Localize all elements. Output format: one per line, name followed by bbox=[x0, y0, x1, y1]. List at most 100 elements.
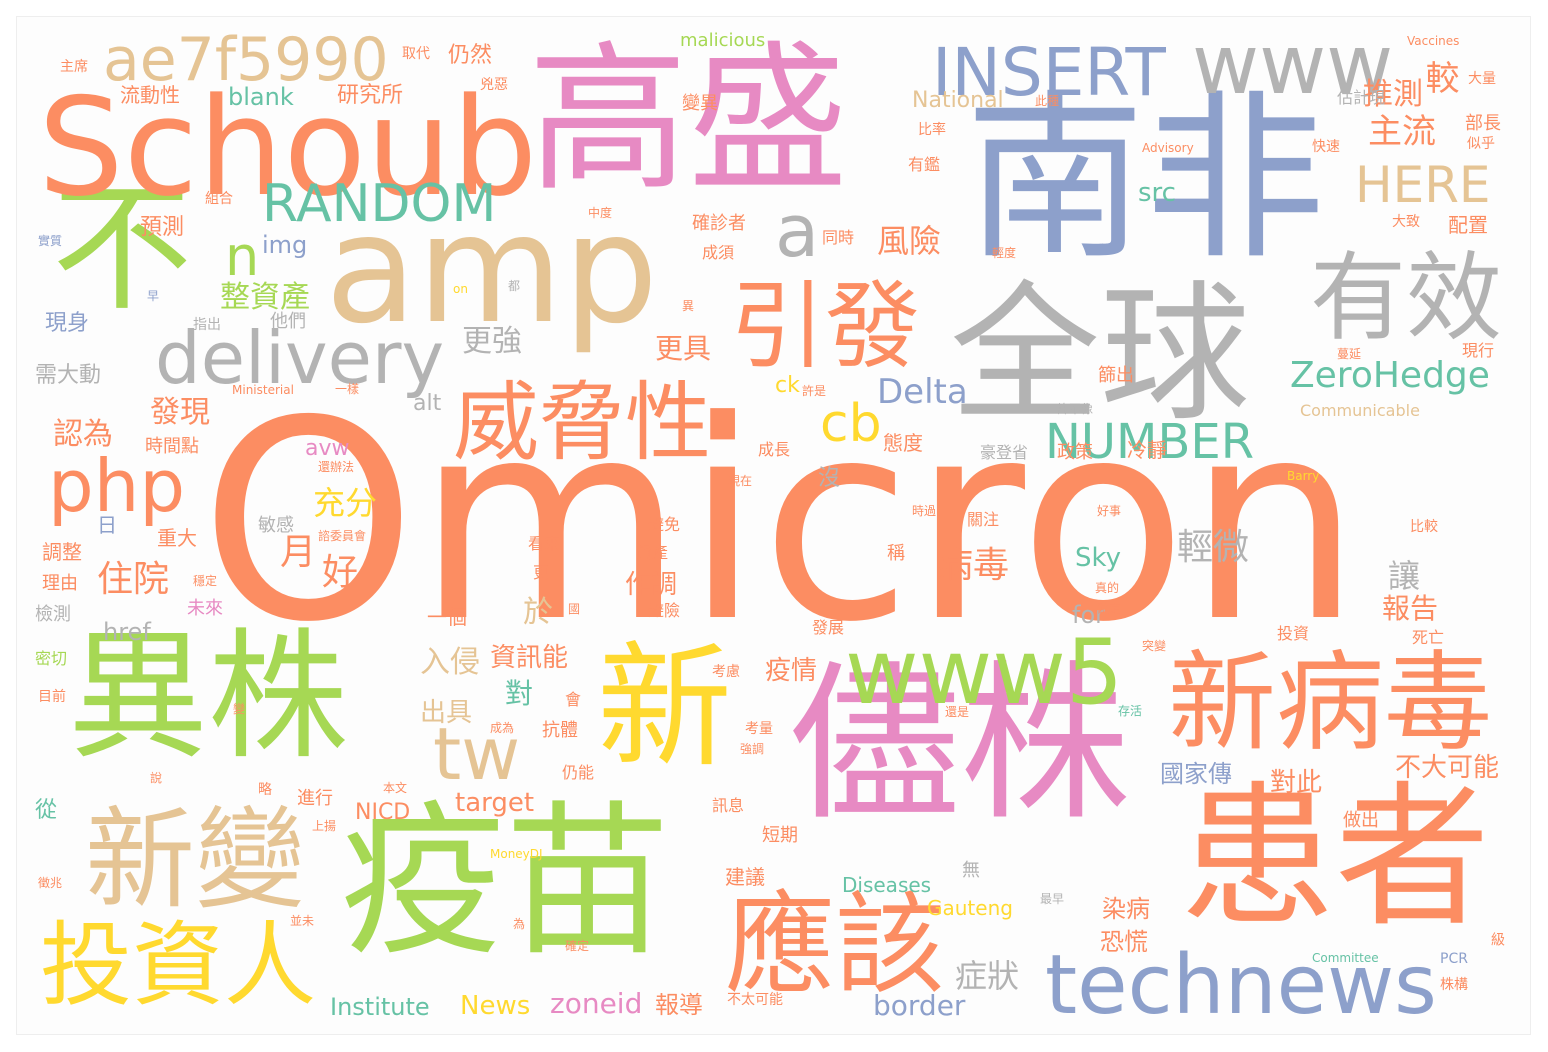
word-number: NUMBER bbox=[1045, 414, 1255, 470]
word-n: n bbox=[225, 225, 260, 288]
word-yuce: 預測 bbox=[140, 215, 185, 240]
word-national: National bbox=[912, 88, 1004, 113]
word-touzi: 投資 bbox=[1277, 624, 1310, 643]
word-zichan: 資產 bbox=[636, 543, 669, 562]
word-blank: blank bbox=[228, 83, 294, 111]
word-cunhuo: 存活 bbox=[1118, 704, 1143, 718]
word-dou: 都 bbox=[508, 279, 521, 293]
word-schoub: Schoub bbox=[38, 69, 538, 226]
word-guo: 國 bbox=[568, 602, 581, 616]
word-konghuang: 恐慌 bbox=[1100, 928, 1148, 956]
word-bu: 不 bbox=[52, 168, 193, 331]
word-ae7f5990: ae7f5990 bbox=[103, 25, 389, 95]
word-xin: 新 bbox=[597, 629, 732, 786]
word-xunxi: 訊息 bbox=[712, 796, 745, 815]
word-xianzai: 現在 bbox=[728, 474, 753, 488]
word-dui: 對 bbox=[505, 677, 534, 710]
word-bingwei: 並未 bbox=[290, 914, 315, 928]
word-qudai: 取代 bbox=[402, 46, 430, 62]
word-border: border bbox=[873, 989, 966, 1022]
word-zixunweiyuanhui: 諮委員會 bbox=[318, 529, 367, 543]
word-jiao: 較 bbox=[1419, 60, 1459, 94]
word-zhongdu: 中度 bbox=[588, 206, 613, 220]
word-yu: 於 bbox=[523, 595, 553, 630]
word-mingan: 敏感 bbox=[258, 515, 294, 536]
word-zhugou: 株構 bbox=[1440, 977, 1468, 993]
word-gengju: 更具 bbox=[655, 332, 712, 365]
word-xudadong: 需大動 bbox=[35, 363, 102, 388]
word-taidu: 態度 bbox=[883, 431, 923, 455]
word-zhengzichan: 整資產 bbox=[220, 280, 310, 315]
word-queding-2: 確定 bbox=[565, 939, 590, 953]
word-tubian: 突變 bbox=[1142, 639, 1167, 653]
word-here: HERE bbox=[1355, 156, 1491, 214]
word-bixian: 避險 bbox=[648, 601, 681, 620]
word-zixunneng: 資訊能 bbox=[490, 643, 569, 673]
word-cizhong: 此種 bbox=[1035, 94, 1060, 108]
word-peizhi: 配置 bbox=[1448, 213, 1488, 237]
word-geng: 更 bbox=[533, 563, 550, 582]
word-haodengsheng: 豪登省 bbox=[980, 443, 1029, 462]
word-omicron: Omicron bbox=[200, 362, 1362, 682]
word-muqian: 目前 bbox=[38, 689, 66, 705]
word-random: RANDOM bbox=[262, 174, 497, 234]
word-zhongda: 重大 bbox=[157, 526, 197, 550]
word-wending: 穩定 bbox=[193, 574, 218, 588]
word-siwang: 死亡 bbox=[1412, 628, 1445, 647]
word-yimiao: 疫苗 bbox=[340, 786, 670, 978]
word-xianxing: 現行 bbox=[1462, 341, 1495, 360]
word-kaoliang: 考量 bbox=[745, 721, 773, 737]
word-img: img bbox=[262, 231, 308, 259]
word-youjian: 有鑑 bbox=[908, 155, 941, 174]
word-jianyi: 建議 bbox=[725, 865, 765, 889]
word-chengzhang: 成長 bbox=[758, 440, 791, 459]
word-rengneng: 仍能 bbox=[562, 763, 595, 782]
word-hao: 好 bbox=[322, 552, 359, 593]
word-chengwei: 成為 bbox=[490, 721, 515, 735]
word-yi: 異 bbox=[682, 299, 695, 313]
word-news: News bbox=[460, 991, 531, 1021]
word-zuodiao: 作調 bbox=[625, 570, 678, 600]
word-renwei: 認為 bbox=[53, 417, 113, 452]
word-xubuxiang: 許不像 bbox=[1057, 402, 1094, 416]
word-tuice: 推測 bbox=[1363, 77, 1423, 112]
word-liyou: 理由 bbox=[42, 573, 78, 594]
word-www5: www5 bbox=[845, 620, 1124, 725]
word-qingwei: 輕微 bbox=[1177, 527, 1250, 568]
word-bianyi: 變異 bbox=[682, 93, 718, 114]
word-gengqiang: 更強 bbox=[462, 324, 522, 359]
word-butaikeneng: 不太可能 bbox=[727, 992, 783, 1008]
word-tongshi: 同時 bbox=[822, 228, 855, 247]
word-bingdu: 病毒 bbox=[937, 545, 1010, 586]
word-duanqi: 短期 bbox=[762, 825, 798, 846]
word-avw: avw bbox=[305, 436, 350, 461]
word-cb: cb bbox=[820, 394, 882, 454]
word-kangti: 抗體 bbox=[542, 720, 578, 741]
word-shuo: 說 bbox=[150, 771, 163, 785]
word-zao: 早 bbox=[147, 289, 160, 303]
word-xushi: 許是 bbox=[802, 384, 827, 398]
word-technews: technews bbox=[1045, 938, 1437, 1033]
word-zoneid: zoneid bbox=[550, 987, 643, 1020]
word-xinbingdu: 新病毒 bbox=[1168, 641, 1493, 766]
word-jinzhu: 儘株 bbox=[790, 646, 1131, 844]
word-target: target bbox=[455, 788, 535, 818]
word-kaolv: 考慮 bbox=[712, 664, 740, 680]
word-ji: 級 bbox=[1489, 932, 1505, 946]
word-cloud-panel bbox=[16, 16, 1531, 1035]
word-sihu: 似乎 bbox=[1467, 136, 1495, 152]
word-lve: 略 bbox=[258, 782, 272, 798]
word-baodao: 報導 bbox=[655, 991, 703, 1019]
word-jiance: 檢測 bbox=[35, 604, 71, 625]
word-weixiexing: 威脅性 bbox=[453, 373, 711, 473]
word-fengxian: 風險 bbox=[877, 222, 942, 260]
word-barry: Barry bbox=[1287, 469, 1320, 483]
word-gujixian: 估計現 bbox=[1337, 88, 1386, 107]
word-yanjiusuo: 研究所 bbox=[337, 83, 404, 108]
word-chuju: 出具 bbox=[420, 698, 473, 728]
word-yizhu: 異株 bbox=[68, 616, 349, 779]
word-guanzhu: 關注 bbox=[967, 510, 1000, 529]
word-cong: 從 bbox=[35, 798, 58, 823]
word-yiqing: 疫情 bbox=[765, 656, 818, 686]
